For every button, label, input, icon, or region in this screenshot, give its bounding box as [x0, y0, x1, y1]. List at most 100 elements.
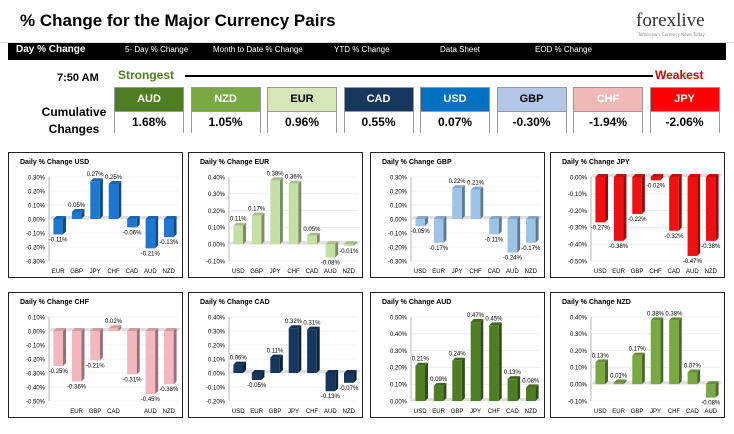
rank-cumulative-value: -1.94%: [574, 111, 642, 133]
bar-side: [335, 370, 339, 392]
bar-top: [595, 359, 609, 363]
x-tick-label: GBP: [451, 409, 464, 415]
data-label: 0.21%: [467, 181, 485, 187]
bar-top: [613, 174, 627, 177]
nav-day-change[interactable]: Day % Change: [16, 44, 86, 55]
x-tick-label: NZD: [163, 409, 176, 415]
bar: [288, 328, 299, 373]
y-tick-label: 0.30%: [390, 349, 408, 355]
bar-side: [173, 216, 177, 238]
data-label: -0.45%: [141, 397, 161, 403]
bar-side: [535, 384, 539, 401]
x-tick-label: CAD: [668, 269, 681, 275]
bar-side: [443, 216, 447, 243]
data-label: -0.13%: [321, 394, 341, 400]
chart-panel: Daily % Change CHF 0.10% 0.00% -0.10% -0.20%…: [8, 292, 183, 418]
bar-top: [288, 180, 302, 184]
x-tick-label: CHF: [668, 409, 681, 415]
bar: [507, 379, 518, 401]
bar-top: [71, 328, 85, 331]
bar-top: [127, 216, 140, 219]
bar: [288, 183, 299, 245]
bar-side: [605, 359, 609, 385]
bar-side: [443, 382, 447, 401]
bar: [53, 219, 64, 235]
bar: [233, 364, 244, 373]
data-label: -0.08%: [321, 261, 341, 267]
data-label: 0.38%: [647, 311, 665, 317]
y-tick-label: -0.20%: [26, 357, 46, 363]
y-tick-label: 0.10%: [208, 226, 226, 232]
nav-data-sheet[interactable]: Data Sheet: [440, 45, 481, 54]
nav-ytd-change[interactable]: YTD % Change: [334, 45, 390, 54]
bar-top: [632, 174, 645, 177]
y-tick-label: 0.20%: [390, 366, 408, 372]
x-tick-label: JPY: [452, 269, 463, 275]
x-tick-label: AUD: [144, 409, 157, 415]
bar: [343, 373, 354, 383]
bar-side: [535, 216, 539, 243]
x-tick-label: CAD: [126, 269, 139, 275]
x-tick-label: AUD: [324, 269, 337, 275]
bar: [613, 382, 624, 385]
x-tick-label: CAD: [686, 409, 699, 415]
bar-side: [697, 174, 701, 256]
bar: [595, 362, 606, 385]
bar-top: [415, 216, 429, 219]
x-tick-label: AUD: [324, 409, 337, 415]
x-tick-label: CHF: [488, 409, 501, 415]
bar-side: [660, 174, 664, 181]
y-tick-label: 0.10%: [28, 315, 46, 321]
data-label: 0.17%: [629, 347, 647, 353]
x-tick-label: USD: [594, 409, 607, 415]
bar: [127, 219, 137, 228]
data-label: 0.11%: [230, 217, 247, 223]
x-tick-label: EUR: [70, 409, 83, 415]
x-tick-label: CHF: [469, 269, 482, 275]
bar-side: [697, 369, 701, 385]
bar: [307, 235, 317, 245]
data-label: 0.01%: [610, 374, 628, 380]
bar-side: [678, 317, 682, 385]
data-label: -0.32%: [664, 234, 684, 240]
bar-side: [715, 174, 719, 241]
data-label: 0.45%: [485, 316, 503, 322]
bar-side: [136, 328, 140, 375]
y-tick-label: 0.40%: [390, 332, 408, 338]
chart-svg: 0.10% 0.00% -0.10% -0.20% -0.30% -0.40% -0.50%…: [26, 315, 181, 415]
y-tick-label: 0.20%: [208, 343, 226, 349]
data-label: -0.11%: [49, 237, 68, 243]
bar: [650, 177, 661, 181]
bar-top: [145, 328, 159, 331]
nav-5day-change[interactable]: 5- Day % Change: [125, 45, 189, 54]
y-tick-label: 0.00%: [208, 371, 226, 377]
bar-top: [325, 241, 339, 245]
rank-currency-code: USD: [421, 88, 489, 111]
bar-side: [623, 379, 627, 385]
data-label: -0.47%: [683, 259, 703, 265]
rank-currency-code: GBP: [497, 88, 566, 111]
x-tick-label: CAD: [107, 409, 120, 415]
chart-panel: Daily % Change AUD 0.50% 0.40% 0.30% 0.20% 0.…: [370, 292, 545, 418]
data-label: 0.05%: [68, 203, 86, 209]
x-tick-label: NZD: [705, 269, 718, 275]
bar-side: [605, 174, 609, 223]
x-tick-label: EUR: [432, 269, 445, 275]
bar: [163, 331, 174, 385]
y-tick-label: -0.10%: [206, 385, 226, 391]
chart-title: Daily % Change CAD: [200, 299, 270, 306]
x-tick-label: JPY: [650, 409, 661, 415]
bar-side: [243, 222, 247, 245]
nav-month-to-date-change[interactable]: Month to Date % Change: [213, 45, 303, 54]
y-tick-label: 0.10%: [570, 366, 588, 372]
data-label: -0.27%: [591, 225, 611, 231]
bar-top: [507, 216, 521, 219]
bar: [705, 177, 716, 241]
page-title: % Change for the Major Currency Pairs: [20, 11, 336, 30]
bar: [108, 328, 119, 331]
bar: [233, 225, 244, 245]
data-label: 0.05%: [303, 227, 321, 233]
nav-eod-change[interactable]: EOD % Change: [535, 45, 592, 54]
bar: [251, 215, 262, 245]
x-tick-label: USD: [594, 269, 607, 275]
